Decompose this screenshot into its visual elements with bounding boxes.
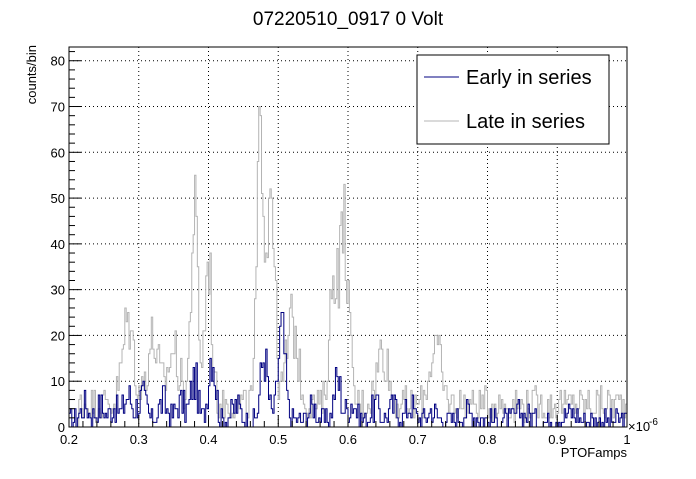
y-tick-label: 40 [51, 237, 65, 252]
y-tick-label: 30 [51, 283, 65, 298]
series-late-histogram [69, 106, 628, 428]
chart-title: 07220510_0917 0 Volt [253, 9, 444, 30]
tick-labels: 0.2 0.3 0.4 0.5 0.6 0.7 0.8 0.9 1010203040506070… [51, 54, 631, 447]
y-tick-label: 70 [51, 100, 65, 115]
y-tick-label: 80 [51, 54, 65, 69]
x-tick-label: 0.7 [409, 432, 427, 447]
x-tick-label: 0.5 [269, 432, 287, 447]
y-tick-label: 0 [58, 420, 65, 435]
y-tick-label: 50 [51, 191, 65, 206]
y-tick-label: 60 [51, 145, 65, 160]
x-tick-label: 0.3 [130, 432, 148, 447]
legend-label-late: Late in series [466, 111, 585, 133]
x-tick-label: 0.9 [548, 432, 566, 447]
x-exponent: ×10 -6 [628, 417, 658, 434]
axes [68, 46, 628, 428]
x-tick-label: 0.4 [199, 432, 217, 447]
x-exponent-power: -6 [649, 417, 658, 428]
y-tick-label: 20 [51, 328, 65, 343]
legend-box [416, 54, 610, 145]
x-tick-label: 0.8 [478, 432, 496, 447]
x-tick-label: 0.2 [60, 432, 78, 447]
legend: Early in series Late in series [416, 54, 610, 145]
y-tick-label: 10 [51, 374, 65, 389]
x-tick-label: 0.6 [339, 432, 357, 447]
x-tick-label: 1 [623, 432, 630, 447]
x-axis-label: PTOFamps [561, 445, 628, 460]
x-exponent-base: ×10 [628, 419, 650, 434]
y-axis-label: counts/bin [24, 45, 39, 104]
legend-label-early: Early in series [466, 67, 592, 89]
